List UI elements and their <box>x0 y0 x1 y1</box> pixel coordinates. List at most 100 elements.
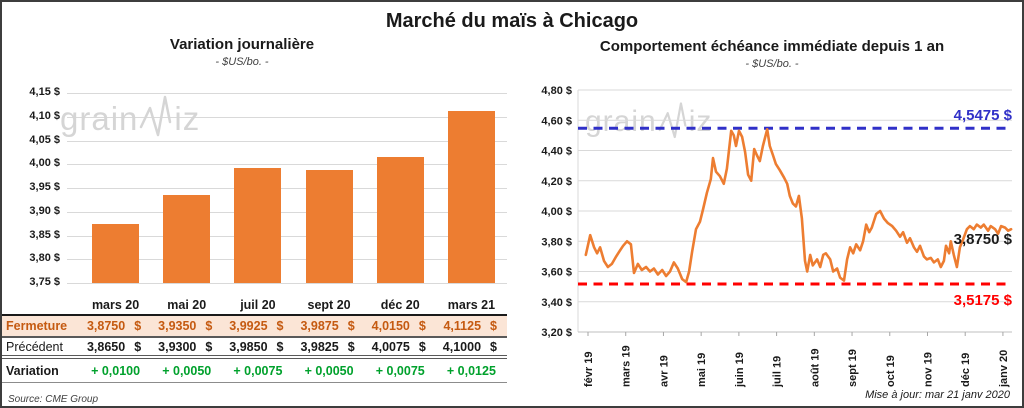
cell-currency: $ <box>418 339 426 354</box>
cell-currency: $ <box>347 339 355 354</box>
gridline <box>67 235 507 237</box>
bar-chart-header: Variation journalière - $US/bo. - <box>22 36 462 68</box>
cell-currency: $ <box>205 339 213 354</box>
x-axis-tick-label: mars 19 <box>621 345 633 387</box>
x-axis-tick-label: déc 19 <box>960 353 972 387</box>
table-cell: 3,9925 $ <box>222 316 294 338</box>
cell-currency: $ <box>134 339 142 354</box>
cell-currency: $ <box>276 339 284 354</box>
row-label-fermeture: Fermeture <box>2 316 80 338</box>
table-header-déc-20: déc 20 <box>364 296 436 316</box>
low-threshold-label: 3,5175 $ <box>954 292 1013 309</box>
y-axis-tick-label: 3,85 $ <box>29 228 60 241</box>
y-axis-tick-label: 4,00 $ <box>541 206 572 218</box>
cell-currency: $ <box>134 319 142 333</box>
gridline <box>67 140 507 142</box>
y-axis-tick-label: 3,20 $ <box>541 327 572 339</box>
cell-currency: $ <box>276 319 284 333</box>
table-header-sept-20: sept 20 <box>293 296 365 316</box>
watermark-text: grain <box>60 99 139 137</box>
cell-value: + 0,0050 <box>162 363 212 378</box>
cell-value: + 0,0050 <box>304 363 354 378</box>
cell-currency: $ <box>490 339 497 354</box>
y-axis-tick-label: 4,10 $ <box>29 109 60 122</box>
cell-value: 3,8650 <box>86 339 126 354</box>
table-cell: 3,9350 $ <box>151 316 223 338</box>
x-axis-tick-label: juil 19 <box>772 356 784 388</box>
bar-chart-subtitle: - $US/bo. - <box>215 56 269 68</box>
last-price-label: 3,8750 $ <box>954 231 1013 248</box>
watermark-zigzag-icon <box>658 102 687 139</box>
line-chart-subtitle: - $US/bo. - <box>745 58 799 70</box>
cell-value: 4,0075 <box>371 339 410 354</box>
cell-value: 3,8750 <box>86 319 126 333</box>
y-axis-tick-label: 3,80 $ <box>541 236 572 248</box>
gridline <box>67 283 507 284</box>
cell-value: 3,9850 <box>229 339 268 354</box>
table-corner-cell <box>2 296 80 316</box>
cell-currency: $ <box>205 319 213 333</box>
y-axis-tick-label: 4,05 $ <box>29 133 60 146</box>
table-cell: 4,0075 $ <box>364 338 436 359</box>
y-axis-tick-label: 4,40 $ <box>541 146 572 158</box>
gridline <box>67 259 507 261</box>
bar-mars-20 <box>92 223 140 283</box>
cell-value: 3,9925 <box>229 319 268 333</box>
y-axis-tick-label: 4,20 $ <box>541 176 572 188</box>
table-cell: 3,9825 $ <box>293 338 365 359</box>
table-cell: 3,9850 $ <box>222 338 294 359</box>
watermark-text: grain <box>585 105 657 138</box>
x-axis-tick-label: juin 19 <box>734 352 746 388</box>
bar-chart-title: Variation journalière <box>169 36 315 53</box>
cell-value: 3,9300 <box>158 339 197 354</box>
table-cell: + 0,0075 <box>222 359 294 383</box>
x-axis-tick-label: oct 19 <box>885 355 897 387</box>
y-axis-tick-label: 3,80 $ <box>29 252 60 265</box>
gridline <box>67 211 507 213</box>
y-axis-tick-label: 3,40 $ <box>541 297 572 309</box>
cell-value: 3,9875 <box>300 319 339 333</box>
daily-variation-bar-chart: grain iz 3,75 $ 3,80 $ 3,85 $ 3,90 $ 3,95 $ 4… <box>12 86 512 292</box>
grainwiz-watermark: grain iz <box>585 101 712 143</box>
table-cell: 3,9875 $ <box>293 316 365 338</box>
gridline <box>67 93 507 94</box>
line-chart-header: Comportement échéance immédiate depuis 1… <box>532 38 1012 70</box>
bar-mars-21 <box>448 110 495 283</box>
bar-déc-20 <box>376 157 424 283</box>
gridline <box>67 188 507 189</box>
page-title: Marché du maïs à Chicago <box>385 10 639 32</box>
y-axis-tick-label: 4,60 $ <box>541 115 572 127</box>
x-axis-tick-label: avr 19 <box>658 355 670 387</box>
y-axis-tick-label: 3,95 $ <box>29 181 60 193</box>
cell-currency: $ <box>418 319 426 333</box>
table-cell: 3,9300 $ <box>151 338 223 359</box>
table-header-juil-20: juil 20 <box>222 296 294 316</box>
watermark-text: iz <box>174 99 201 137</box>
table-cell: + 0,0100 <box>80 359 152 383</box>
y-axis-tick-label: 4,15 $ <box>29 86 60 98</box>
grainwiz-watermark: grain iz <box>60 95 200 141</box>
cell-value: + 0,0100 <box>91 363 141 378</box>
y-axis-tick-label: 3,60 $ <box>541 267 572 279</box>
cell-value: + 0,0075 <box>375 363 425 378</box>
x-axis-tick-label: sept 19 <box>847 349 859 387</box>
gridline <box>67 116 507 118</box>
table-cell: + 0,0125 <box>435 359 507 383</box>
table-cell: + 0,0050 <box>293 359 365 383</box>
row-label-precedent: Précédent <box>2 338 80 359</box>
y-axis-tick-label: 3,75 $ <box>29 276 60 288</box>
table-header-mars-21: mars 21 <box>435 296 507 316</box>
table-header-mai-20: mai 20 <box>151 296 223 316</box>
gridline <box>67 164 507 166</box>
x-axis-tick-label: févr 19 <box>583 352 595 387</box>
cell-value: 4,1125 <box>443 319 482 333</box>
bar-juil-20 <box>234 167 282 283</box>
updated-note: Mise à jour: mar 21 janv 2020 <box>865 389 1010 401</box>
cell-value: + 0,0125 <box>446 363 496 378</box>
price-line-series <box>584 127 1013 284</box>
cell-value: 3,9825 <box>300 339 339 354</box>
source-note: Source: CME Group <box>8 394 99 405</box>
line-chart-title: Comportement échéance immédiate depuis 1… <box>599 38 945 55</box>
row-label-variation: Variation <box>2 359 80 383</box>
